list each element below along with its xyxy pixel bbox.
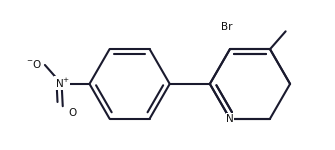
Text: N$^{+}$: N$^{+}$: [55, 77, 70, 90]
Text: N: N: [226, 114, 234, 124]
Text: Br: Br: [220, 22, 231, 32]
Text: Br: Br: [221, 22, 233, 32]
Text: O: O: [68, 108, 77, 119]
Text: $^{-}$O: $^{-}$O: [26, 58, 42, 70]
